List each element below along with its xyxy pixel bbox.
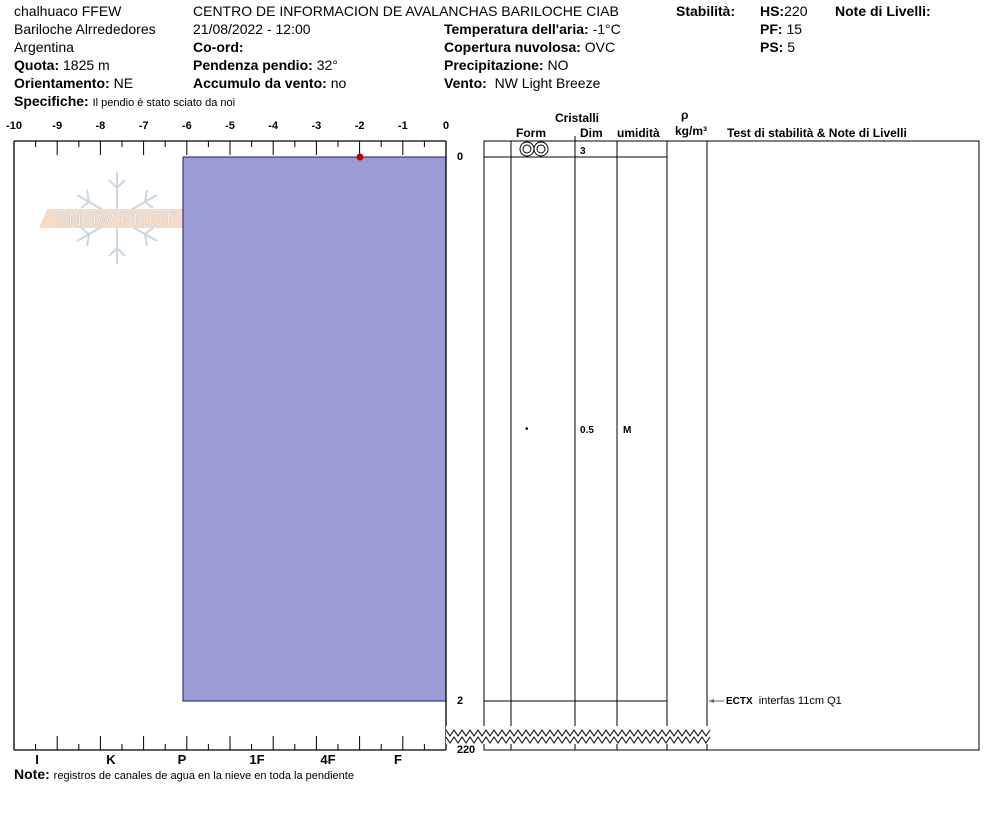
hs: HS:220 [760, 3, 807, 20]
quota-label: Quota: [14, 57, 60, 73]
accumulo-label: Accumulo da vento: [193, 75, 327, 91]
depth-label-bottom-layer: 2 [456, 695, 464, 707]
hardness-tick-label: 1F [249, 752, 265, 767]
temp-tick-label: -4 [268, 120, 279, 132]
hardness-tick-label: F [394, 752, 402, 767]
pf: PF: 15 [760, 21, 802, 38]
pendenza-value: 32° [316, 57, 338, 73]
quota-value: 1825 m [63, 57, 110, 73]
hardness-tick-label: 4F [320, 752, 336, 767]
vento: Vento: NW Light Breeze [444, 75, 600, 92]
orientamento-label: Orientamento: [14, 75, 110, 91]
snow-pilot-logo: SNOW PILOT [39, 172, 194, 264]
depth-label-top: 0 [456, 151, 464, 163]
coord-label: Co-ord: [193, 39, 244, 55]
depth-label-hs: 220 [456, 744, 476, 756]
hs-label: HS: [760, 3, 785, 19]
layer-1-dim: 3 [580, 146, 586, 157]
logo-band [39, 209, 194, 228]
country: Argentina [14, 39, 74, 55]
ps: PS: 5 [760, 39, 795, 56]
datetime: 21/08/2022 - 12:00 [193, 21, 311, 37]
precipitazione: Precipitazione: NO [444, 57, 568, 74]
precipitazione-value: NO [547, 57, 569, 73]
organization: CENTRO DE INFORMACION DE AVALANCHAS BARI… [193, 3, 619, 19]
pendenza: Pendenza pendio: 32° [193, 57, 338, 74]
ps-value: 5 [787, 39, 796, 55]
footer-note-text: registros de canales de agua en la nieve… [53, 770, 354, 782]
col-form: Form [516, 126, 546, 140]
copertura-value: OVC [584, 39, 616, 55]
col-umidita: umidità [617, 126, 660, 140]
copertura: Copertura nuvolosa: OVC [444, 39, 615, 56]
temperatura: Temperatura dell'aria: -1°C [444, 21, 621, 38]
depth-break [445, 729, 711, 744]
plot-frame [13, 140, 447, 751]
region: Bariloche Alrrededores [14, 21, 156, 37]
quota: Quota: 1825 m [14, 57, 110, 74]
specifiche-value: Il pendio è stato sciato da noi [92, 97, 236, 109]
footer-note-label: Note: [14, 766, 50, 782]
dot-icon: • [525, 424, 529, 435]
melt-forms-cluster-icon [519, 141, 549, 157]
temperatura-value: -1°C [592, 21, 621, 37]
col-dim: Dim [580, 126, 603, 140]
specifiche: Specifiche: Il pendio è stato sciato da … [14, 93, 235, 112]
hardness-tick-label: I [35, 752, 39, 767]
col-rho: ρ [681, 108, 689, 122]
temp-tick-label: -6 [181, 120, 192, 132]
orientamento: Orientamento: NE [14, 75, 133, 92]
temp-tick-label: -3 [311, 120, 322, 132]
col-tests: Test di stabilità & Note di Livelli [727, 126, 907, 140]
orientamento-value: NE [113, 75, 134, 91]
ps-label: PS: [760, 39, 784, 55]
specifiche-label: Specifiche: [14, 93, 89, 109]
temp-tick-label: -7 [138, 120, 149, 132]
hs-value: 220 [784, 3, 808, 19]
temp-tick-label: -2 [354, 120, 365, 132]
test-result: ECTX interfas 11cm Q1 [726, 693, 842, 710]
pendenza-label: Pendenza pendio: [193, 57, 313, 73]
temp-tick-label: -8 [95, 120, 106, 132]
temp-tick-label: 0 [442, 120, 450, 132]
temperature-point [356, 153, 364, 161]
col-cristalli: Cristalli [555, 111, 600, 125]
layer-table [483, 136, 980, 751]
temperatura-label: Temperatura dell'aria: [444, 21, 589, 37]
stabilita-label: Stabilità: [676, 3, 736, 19]
hardness-tick-label: K [106, 752, 116, 767]
temp-tick-label: -5 [225, 120, 235, 132]
footer-note: Note: registros de canales de agua en la… [14, 766, 354, 785]
temp-tick-label: -9 [52, 120, 63, 132]
table-frame [483, 140, 980, 751]
depth-break-zigzag [445, 736, 711, 744]
location: chalhuaco FFEW [14, 3, 122, 19]
precipitazione-label: Precipitazione: [444, 57, 544, 73]
test-code: ECTX [726, 696, 753, 707]
note-livelli-label: Note di Livelli: [835, 3, 931, 19]
temp-tick-label: -1 [397, 120, 408, 132]
test-note: interfas 11cm Q1 [758, 695, 842, 707]
layer-bar [182, 156, 447, 702]
accumulo: Accumulo da vento: no [193, 75, 346, 92]
pf-value: 15 [786, 21, 803, 37]
col-rho-unit: kg/m³ [675, 124, 708, 138]
logo-text: SNOW PILOT [55, 210, 175, 231]
temp-tick-label: -10 [6, 120, 22, 132]
pf-label: PF: [760, 21, 783, 37]
vento-label: Vento: [444, 75, 487, 91]
copertura-label: Copertura nuvolosa: [444, 39, 581, 55]
accumulo-value: no [330, 75, 347, 91]
vento-value: NW Light Breeze [494, 75, 601, 91]
layer-2-dim: 0.5 [580, 425, 594, 436]
table-grid [484, 141, 708, 750]
arrow-left-icon [709, 699, 714, 703]
layer-2-umidita: M [623, 425, 632, 436]
depth-break-zigzag [445, 729, 711, 737]
hardness-tick-label: P [177, 752, 187, 767]
